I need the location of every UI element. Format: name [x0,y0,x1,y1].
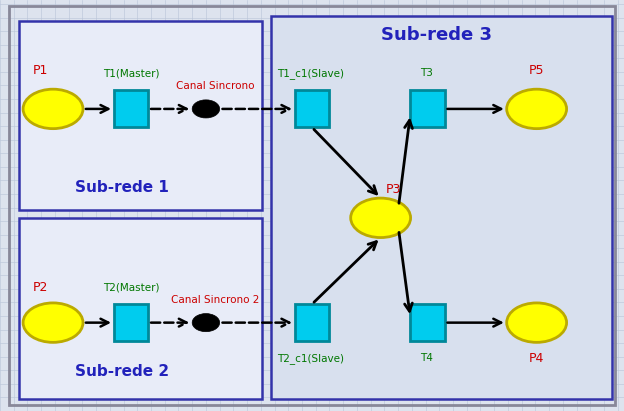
Text: Canal Sincrono: Canal Sincrono [176,81,255,91]
Bar [411,304,445,341]
Text: T2(Master): T2(Master) [103,283,159,293]
Text: Sub-rede 3: Sub-rede 3 [381,26,492,44]
Text: Sub-rede 2: Sub-rede 2 [75,365,168,379]
Circle shape [507,303,567,342]
Circle shape [23,89,83,129]
Text: Sub-rede 1: Sub-rede 1 [75,180,168,194]
Circle shape [192,314,220,332]
Text: P2: P2 [33,281,48,294]
Circle shape [23,303,83,342]
Bar [411,90,445,127]
Bar [295,90,329,127]
FancyBboxPatch shape [19,218,262,399]
FancyBboxPatch shape [19,21,262,210]
Circle shape [507,89,567,129]
Text: T3: T3 [420,68,432,78]
Text: P5: P5 [529,64,544,77]
Bar [295,304,329,341]
Bar [114,90,148,127]
Circle shape [351,198,411,238]
Text: T1_c1(Slave): T1_c1(Slave) [277,68,344,79]
FancyBboxPatch shape [271,16,612,399]
Text: Canal Sincrono 2: Canal Sincrono 2 [171,295,260,305]
Text: P4: P4 [529,352,544,365]
Bar [114,304,148,341]
Text: P1: P1 [33,64,48,77]
Text: P3: P3 [386,182,401,196]
Circle shape [192,100,220,118]
Text: T1(Master): T1(Master) [103,69,159,79]
Text: T2_c1(Slave): T2_c1(Slave) [277,353,344,364]
Text: T4: T4 [420,353,432,363]
